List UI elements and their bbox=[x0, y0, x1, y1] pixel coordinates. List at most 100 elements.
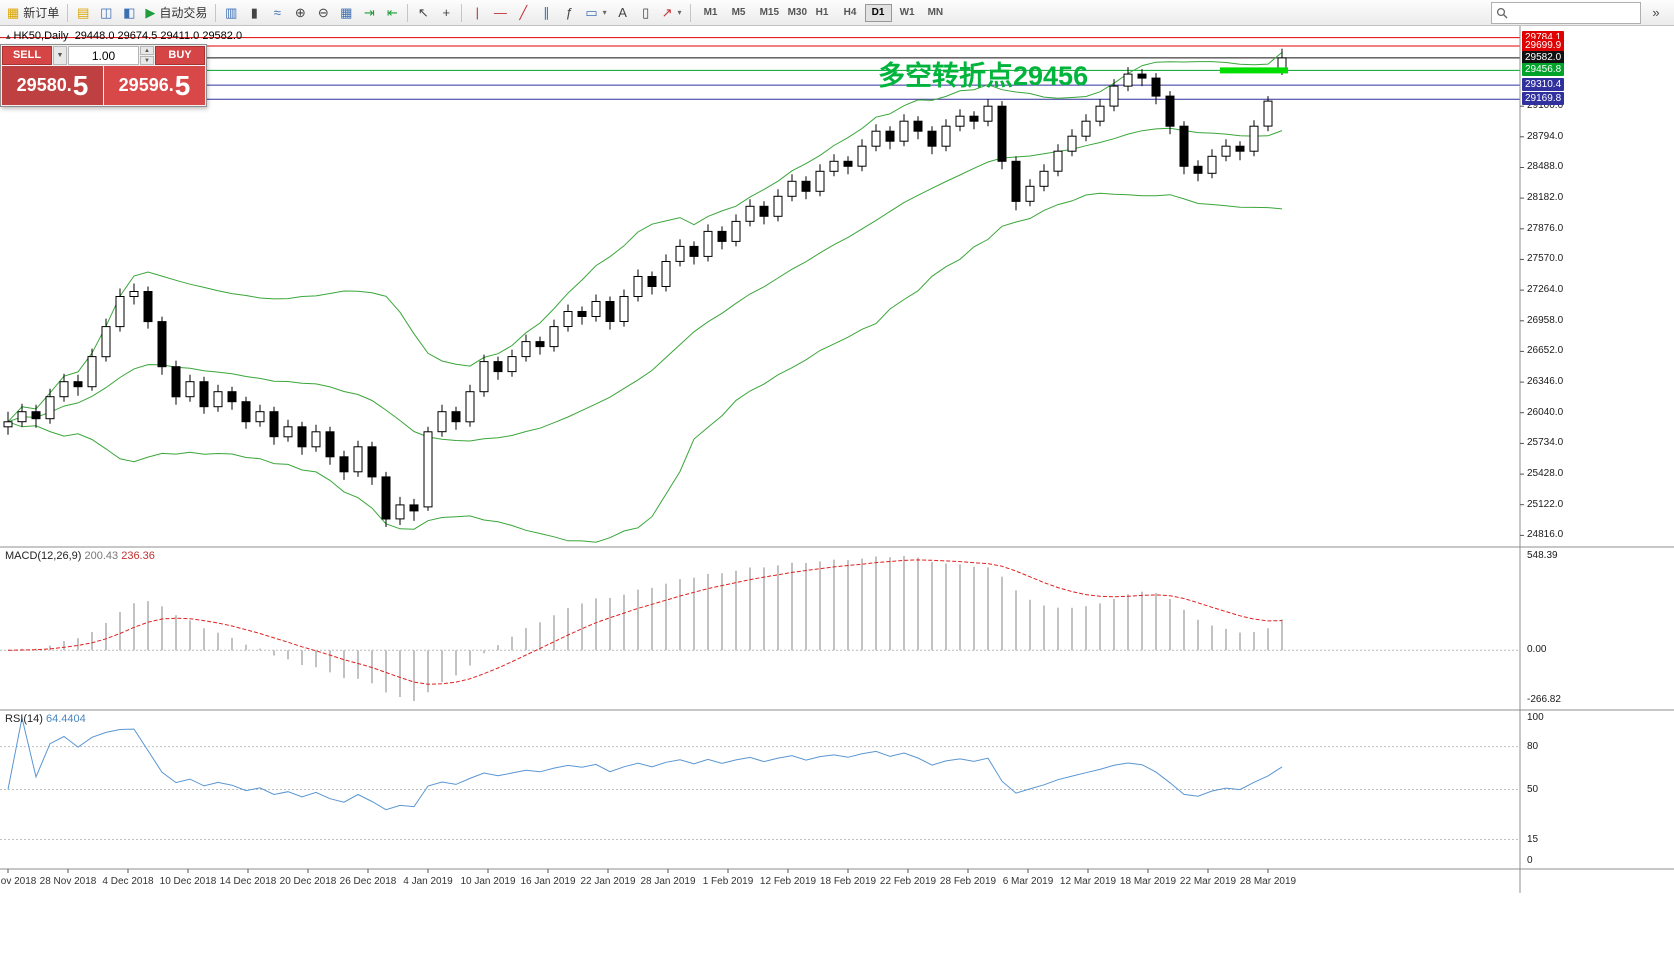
horizontal-line-button[interactable]: — bbox=[489, 2, 511, 24]
rsi-value: 64.4404 bbox=[45, 713, 86, 725]
time-axis-label: 28 Nov 2018 bbox=[39, 876, 97, 887]
auto-scroll-icon: ⇥ bbox=[363, 5, 375, 20]
crosshair-icon: + bbox=[442, 5, 451, 20]
bar-chart-icon: ▥ bbox=[225, 5, 238, 20]
time-axis-label: 6 Mar 2019 bbox=[1002, 876, 1054, 887]
price-axis-label: 26652.0 bbox=[1527, 345, 1564, 357]
time-axis-label: 22 Mar 2019 bbox=[1179, 876, 1237, 887]
toolbar-separator bbox=[689, 3, 691, 22]
zoom-in-button[interactable]: ⊕ bbox=[289, 2, 311, 24]
auto-scroll-button[interactable]: ⇥ bbox=[358, 2, 380, 24]
search-box bbox=[1491, 1, 1641, 24]
timeframe-mn-button[interactable]: MN bbox=[921, 4, 948, 22]
volume-down-button[interactable]: ▼ bbox=[140, 56, 154, 65]
macd-axis-label: 548.39 bbox=[1527, 550, 1558, 561]
sell-button[interactable]: SELL bbox=[2, 46, 52, 65]
chart-symbol-label: ▴ HK50,Daily 29448.0 29674.5 29411.0 2958… bbox=[6, 30, 242, 42]
channel-icon: ∥ bbox=[543, 5, 550, 20]
sell-price-pip: 5 bbox=[72, 69, 89, 101]
timeframe-m1-button[interactable]: M1 bbox=[697, 4, 724, 22]
time-axis-label: 18 Mar 2019 bbox=[1119, 876, 1177, 887]
channel-button[interactable]: ∥ bbox=[535, 2, 557, 24]
zoom-out-button[interactable]: ⊖ bbox=[312, 2, 334, 24]
navigator-button[interactable]: ◧ bbox=[118, 2, 140, 24]
price-line-axis-label: 29169.8 bbox=[1522, 92, 1565, 106]
time-axis-label: 20 Dec 2018 bbox=[279, 876, 337, 887]
overflow-icon: » bbox=[1652, 5, 1660, 20]
timeframe-h4-button[interactable]: H4 bbox=[837, 4, 864, 22]
price-axis-label: 25734.0 bbox=[1527, 437, 1564, 449]
buy-price-button[interactable]: 29596. 5 bbox=[104, 66, 205, 105]
toolbar-separator bbox=[215, 3, 217, 22]
symbol-timeframe-text: HK50,Daily bbox=[13, 30, 69, 42]
autotrading-button[interactable]: ▶ 自动交易 bbox=[141, 2, 211, 24]
price-axis-label: 27876.0 bbox=[1527, 222, 1564, 234]
rsi-axis-label: 80 bbox=[1527, 740, 1539, 752]
time-axis-label: 10 Dec 2018 bbox=[159, 876, 217, 887]
price-axis-label: 28794.0 bbox=[1527, 130, 1564, 142]
timeframe-m30-button[interactable]: M30 bbox=[781, 4, 808, 22]
line-chart-button[interactable]: ≈ bbox=[266, 2, 288, 24]
arrows-tool-button[interactable]: ↗ ▾ bbox=[658, 2, 686, 24]
line-chart-icon: ≈ bbox=[273, 5, 281, 20]
bar-chart-button[interactable]: ▥ bbox=[220, 2, 242, 24]
profiles-button[interactable]: ▤ bbox=[72, 2, 94, 24]
candlestick-chart-button[interactable]: ▮ bbox=[243, 2, 265, 24]
text-button[interactable]: A bbox=[612, 2, 634, 24]
time-axis-label: 22 Feb 2019 bbox=[879, 876, 937, 887]
timeframe-w1-button[interactable]: W1 bbox=[893, 4, 920, 22]
volume-input[interactable] bbox=[68, 46, 139, 65]
crosshair-button[interactable]: + bbox=[435, 2, 457, 24]
rsi-indicator-label: RSI(14) 64.4404 bbox=[5, 713, 86, 725]
timeframe-m5-button[interactable]: M5 bbox=[725, 4, 752, 22]
timeframe-d1-button[interactable]: D1 bbox=[864, 3, 892, 22]
price-axis-label: 26346.0 bbox=[1527, 376, 1564, 388]
vertical-line-button[interactable]: | bbox=[466, 2, 488, 24]
ohlc-values-text: 29448.0 29674.5 29411.0 29582.0 bbox=[74, 30, 243, 42]
horizontal-line-icon: — bbox=[493, 5, 507, 20]
cursor-button[interactable]: ↖ bbox=[412, 2, 434, 24]
chart-canvas[interactable] bbox=[0, 26, 1674, 953]
one-click-trading-panel: SELL ▼ ▲ ▼ BUY 29580.5 29596.5 bbox=[0, 44, 207, 107]
vertical-line-icon: | bbox=[475, 5, 480, 20]
data-window-button[interactable]: ◫ bbox=[95, 2, 117, 24]
toolbar-separator bbox=[461, 3, 463, 22]
macd-axis-label: -266.82 bbox=[1527, 694, 1561, 705]
time-axis-label: 14 Dec 2018 bbox=[219, 876, 277, 887]
order-options-dropdown[interactable]: ▼ bbox=[53, 46, 67, 65]
tile-windows-button[interactable]: ▦ bbox=[335, 2, 357, 24]
time-axis-label: 28 Mar 2019 bbox=[1239, 876, 1297, 887]
trendline-button[interactable]: ╱ bbox=[512, 2, 534, 24]
rsi-name: RSI(14) bbox=[5, 713, 43, 725]
toolbar-overflow-button[interactable]: » bbox=[1645, 2, 1667, 24]
sell-price-button[interactable]: 29580. 5 bbox=[2, 66, 103, 105]
price-axis-label: 27264.0 bbox=[1527, 284, 1564, 296]
timeframe-m15-button[interactable]: M15 bbox=[753, 4, 780, 22]
shapes-button[interactable]: ▭ ▾ bbox=[581, 2, 610, 24]
text-label-icon: ▯ bbox=[642, 5, 650, 20]
price-line-axis-label: 29699.9 bbox=[1522, 39, 1565, 53]
price-axis-label: 28488.0 bbox=[1527, 161, 1564, 173]
toolbar-right-group: » bbox=[1491, 1, 1671, 24]
time-axis-label: 18 Feb 2019 bbox=[819, 876, 877, 887]
volume-stepper: ▲ ▼ bbox=[140, 46, 154, 65]
tile-windows-icon: ▦ bbox=[340, 5, 353, 20]
macd-name: MACD(12,26,9) bbox=[5, 550, 82, 562]
price-axis-label: 26040.0 bbox=[1527, 406, 1564, 418]
timeframe-h1-button[interactable]: H1 bbox=[809, 4, 836, 22]
fibonacci-icon: ƒ bbox=[565, 5, 573, 20]
time-axis-label: 10 Jan 2019 bbox=[460, 876, 516, 887]
volume-up-button[interactable]: ▲ bbox=[140, 46, 154, 55]
zoom-in-icon: ⊕ bbox=[294, 5, 306, 20]
chart-window: ▴ HK50,Daily 29448.0 29674.5 29411.0 2958… bbox=[0, 26, 1674, 953]
autotrading-label: 自动交易 bbox=[159, 6, 208, 20]
chart-shift-icon: ⇤ bbox=[386, 5, 398, 20]
new-order-button[interactable]: ▦ 新订单 bbox=[3, 2, 63, 24]
time-axis-label: 1 Feb 2019 bbox=[702, 876, 754, 887]
chart-shift-button[interactable]: ⇤ bbox=[381, 2, 403, 24]
text-label-button[interactable]: ▯ bbox=[635, 2, 657, 24]
time-axis-label: 4 Dec 2018 bbox=[102, 876, 154, 887]
buy-button[interactable]: BUY bbox=[155, 46, 205, 65]
fibonacci-button[interactable]: ƒ bbox=[558, 2, 580, 24]
search-input[interactable] bbox=[1508, 5, 1636, 20]
